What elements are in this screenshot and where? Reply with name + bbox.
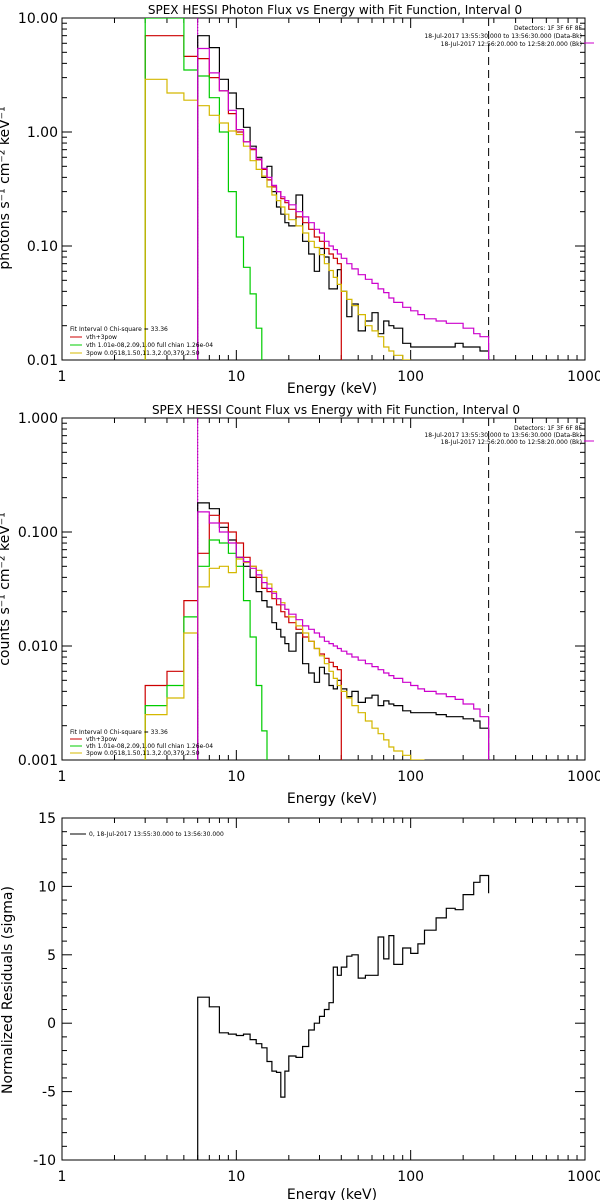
photon-flux-x-axis-label: Energy (keV) xyxy=(287,381,377,397)
y-tick-label: -10 xyxy=(33,1153,56,1169)
count-flux-x-axis-label: Energy (keV) xyxy=(287,791,377,807)
residuals-y-axis-label: Normalized Residuals (sigma) xyxy=(0,886,16,1094)
x-tick-label: 100 xyxy=(397,369,424,385)
y-tick-label: 5 xyxy=(47,948,56,964)
series-line-0 xyxy=(197,35,490,360)
x-tick-label: 100 xyxy=(397,1169,424,1185)
y-tick-label: 10.00 xyxy=(18,11,58,27)
x-tick-label: 100 xyxy=(397,769,424,785)
count-flux-title: SPEX HESSI Count Flux vs Energy with Fit… xyxy=(152,403,520,417)
residuals-plot: 1 10 100 1000 -10 -5 0 5 10 15 xyxy=(33,811,600,1185)
series-line-0 xyxy=(197,874,490,1160)
residuals-panel: Normalized Residuals (sigma) Energy (keV… xyxy=(0,811,600,1200)
y-tick-label: 0.01 xyxy=(27,353,58,369)
y-tick-label: 10 xyxy=(38,879,56,895)
series-line-1 xyxy=(144,514,342,760)
count-flux-annotation: Detectors: 1F 3F 6F 8F 18-Jul-2017 13:55… xyxy=(70,425,594,757)
series-line-4 xyxy=(197,47,490,360)
x-tick-label: 1000 xyxy=(567,369,600,385)
series-line-2 xyxy=(144,18,263,360)
photon-flux-fit-label: Fit Interval 0 Chi-square = 33.36 xyxy=(70,326,168,333)
x-tick-label: 1 xyxy=(58,769,67,785)
plot-frame xyxy=(61,817,586,1161)
y-tick-label: 1.00 xyxy=(27,125,58,141)
photon-flux-title: SPEX HESSI Photon Flux vs Energy with Fi… xyxy=(148,3,522,17)
photon-flux-panel: SPEX HESSI Photon Flux vs Energy with Fi… xyxy=(0,3,600,397)
photon-flux-legend-vth3pow: vth+3pow xyxy=(86,334,117,341)
count-flux-fit-label: Fit Interval 0 Chi-square = 33.36 xyxy=(70,729,168,736)
count-flux-bk-interval-label: 18-Jul-2017 12:56:20.000 to 12:58:20.000… xyxy=(441,439,582,446)
series-line-3 xyxy=(144,558,425,760)
count-flux-y-axis-label: counts s⁻¹ cm⁻² keV⁻¹ xyxy=(0,512,13,666)
count-flux-legend-3pow: 3pow 0.0518,1.50,11.3,2.00,379,2.50 xyxy=(86,750,200,757)
residuals-legend-label: 0, 18-Jul-2017 13:55:30.000 to 13:56:30.… xyxy=(89,831,224,838)
y-tick-label: 0 xyxy=(47,1016,56,1032)
count-flux-panel: SPEX HESSI Count Flux vs Energy with Fit… xyxy=(0,403,600,807)
y-tick-label: 0.001 xyxy=(18,753,58,769)
photon-flux-y-axis-label: photons s⁻¹ cm⁻² keV⁻¹ xyxy=(0,106,13,269)
y-tick-label: 0.100 xyxy=(18,525,58,541)
x-tick-label: 10 xyxy=(227,769,245,785)
series-line-3 xyxy=(144,78,411,360)
series-line-2 xyxy=(144,539,268,760)
residuals-x-axis-label: Energy (keV) xyxy=(287,1187,377,1200)
count-flux-detectors-label: Detectors: 1F 3F 6F 8F xyxy=(514,425,583,432)
count-flux-legend-vth3pow: vth+3pow xyxy=(86,736,117,743)
count-flux-legend-vth: vth 1.01e-08,2.09,1.00 full chian 1.26e-… xyxy=(86,743,213,750)
series-line-1 xyxy=(144,35,342,360)
photon-flux-detectors-label: Detectors: 1F 3F 6F 8F xyxy=(514,25,583,32)
photon-flux-plot: 1 10 100 1000 0.01 0.10 1.00 10.00 xyxy=(18,11,600,385)
x-tick-label: 10 xyxy=(227,369,245,385)
x-tick-label: 1000 xyxy=(567,769,600,785)
y-tick-label: 0.010 xyxy=(18,639,58,655)
photon-flux-data-interval-label: 18-Jul-2017 13:55:30.000 to 13:56:30.000… xyxy=(424,33,582,40)
photon-flux-annotation: Detectors: 1F 3F 6F 8F 18-Jul-2017 13:55… xyxy=(70,25,594,357)
y-tick-label: 1.000 xyxy=(18,411,58,427)
x-tick-label: 1 xyxy=(58,369,67,385)
plot-frame xyxy=(61,17,586,361)
y-tick-label: 15 xyxy=(38,811,56,827)
x-tick-label: 1000 xyxy=(567,1169,600,1185)
x-tick-label: 1 xyxy=(58,1169,67,1185)
x-tick-label: 10 xyxy=(227,1169,245,1185)
series-line-0 xyxy=(197,502,490,760)
photon-flux-legend-3pow: 3pow 0.0518,1.50,11.3,2.00,379,2.50 xyxy=(86,350,200,357)
count-flux-plot: 1 10 100 1000 0.001 0.010 0.100 1.000 xyxy=(18,411,600,785)
y-tick-label: -5 xyxy=(42,1085,56,1101)
count-flux-data-interval-label: 18-Jul-2017 13:55:30.000 to 13:56:30.000… xyxy=(424,432,582,439)
photon-flux-bk-interval-label: 18-Jul-2017 12:56:20.000 to 12:58:20.000… xyxy=(441,41,582,48)
plot-frame xyxy=(61,417,586,761)
photon-flux-legend-vth: vth 1.01e-08,2.09,1.00 full chian 1.26e-… xyxy=(86,342,213,349)
y-tick-label: 0.10 xyxy=(27,239,58,255)
series-line-4 xyxy=(197,511,490,760)
